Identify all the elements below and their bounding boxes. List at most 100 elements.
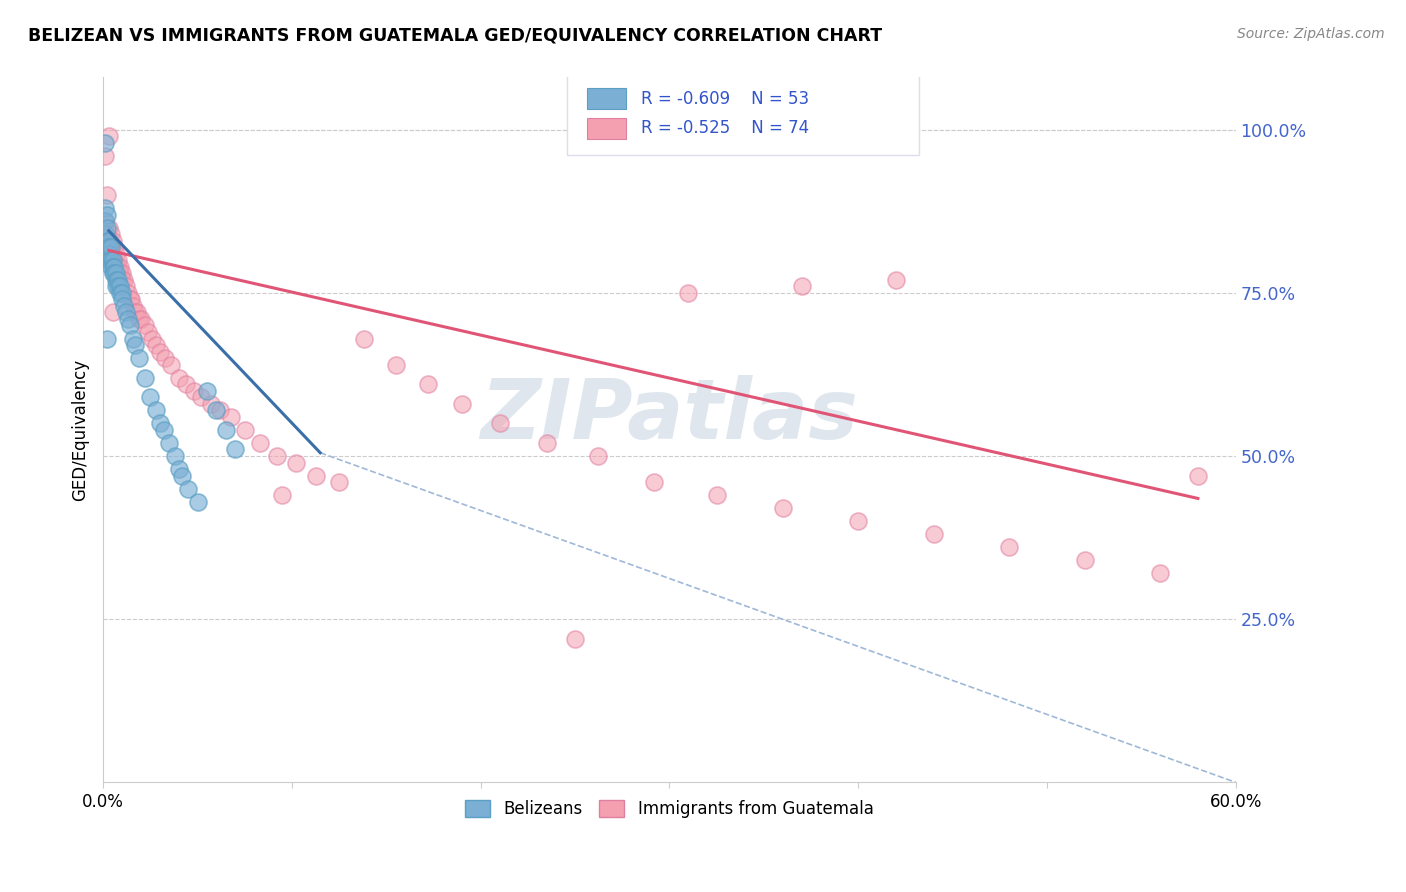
Point (107, 273, 129, 287)
Point (112, 299, 135, 313)
Point (922, 527, 945, 541)
Point (103, 266, 125, 280)
Point (167, 370, 190, 384)
Point (103, 260, 125, 274)
Point (117, 285, 139, 300)
Point (586, 449, 609, 463)
Point (111, 266, 134, 280)
Text: R = -0.525    N = 74: R = -0.525 N = 74 (641, 120, 810, 137)
Point (846, 514, 869, 528)
Point (488, 417, 510, 431)
Point (96, 246, 118, 260)
Point (790, 279, 813, 293)
Point (128, 312, 150, 326)
Point (149, 417, 172, 431)
Point (124, 338, 146, 352)
Point (200, 397, 222, 411)
Point (536, 436, 558, 450)
Point (105, 279, 128, 293)
Point (94, 149, 117, 163)
Text: Source: ZipAtlas.com: Source: ZipAtlas.com (1237, 27, 1385, 41)
Point (145, 338, 167, 352)
Point (105, 273, 128, 287)
Point (224, 442, 246, 457)
Point (138, 325, 160, 339)
Point (127, 305, 149, 319)
Point (96, 220, 118, 235)
Point (141, 332, 163, 346)
Point (100, 253, 122, 268)
Point (107, 279, 129, 293)
Point (1073, 553, 1095, 567)
Point (97, 240, 120, 254)
Point (167, 462, 190, 476)
Point (108, 279, 131, 293)
Point (101, 234, 124, 248)
FancyBboxPatch shape (586, 88, 626, 109)
Point (107, 260, 129, 274)
Point (103, 253, 125, 268)
Point (706, 488, 728, 502)
Point (97, 240, 120, 254)
Point (124, 305, 146, 319)
Point (160, 358, 183, 372)
Point (103, 240, 125, 254)
Point (284, 456, 307, 470)
Point (94, 201, 117, 215)
Point (108, 285, 131, 300)
FancyBboxPatch shape (568, 74, 918, 155)
Point (249, 436, 271, 450)
Point (105, 266, 128, 280)
Point (122, 332, 145, 346)
Point (195, 384, 218, 398)
Point (107, 253, 129, 268)
Point (134, 318, 156, 333)
Point (177, 482, 200, 496)
Point (96, 227, 118, 241)
Point (94, 136, 117, 150)
Point (114, 305, 136, 319)
Point (152, 423, 174, 437)
Point (271, 488, 294, 502)
Point (772, 501, 794, 516)
Point (450, 397, 472, 411)
Point (100, 240, 122, 254)
Point (149, 344, 172, 359)
Point (96, 332, 118, 346)
Point (174, 377, 197, 392)
Point (643, 475, 665, 489)
Point (97, 129, 120, 144)
Point (97, 246, 120, 260)
Point (111, 293, 134, 307)
Text: ZIPatlas: ZIPatlas (481, 376, 858, 457)
Point (101, 246, 124, 260)
Point (183, 384, 205, 398)
Text: BELIZEAN VS IMMIGRANTS FROM GUATEMALA GED/EQUIVALENCY CORRELATION CHART: BELIZEAN VS IMMIGRANTS FROM GUATEMALA GE… (28, 27, 882, 45)
Point (101, 260, 124, 274)
Point (96, 234, 118, 248)
Point (328, 475, 350, 489)
Point (108, 260, 131, 274)
Point (122, 299, 145, 313)
Point (94, 214, 117, 228)
Point (186, 494, 208, 508)
Point (205, 403, 228, 417)
Point (117, 312, 139, 326)
Point (384, 358, 406, 372)
Point (100, 240, 122, 254)
Point (100, 227, 122, 241)
Point (105, 246, 128, 260)
Point (172, 468, 194, 483)
Point (112, 273, 135, 287)
Point (564, 632, 586, 646)
Point (1149, 566, 1171, 581)
Point (145, 403, 167, 417)
Point (157, 436, 180, 450)
Point (96, 207, 118, 221)
Point (101, 266, 124, 280)
Point (97, 234, 120, 248)
Point (111, 273, 134, 287)
Point (101, 253, 124, 268)
Point (163, 449, 186, 463)
Point (416, 377, 439, 392)
